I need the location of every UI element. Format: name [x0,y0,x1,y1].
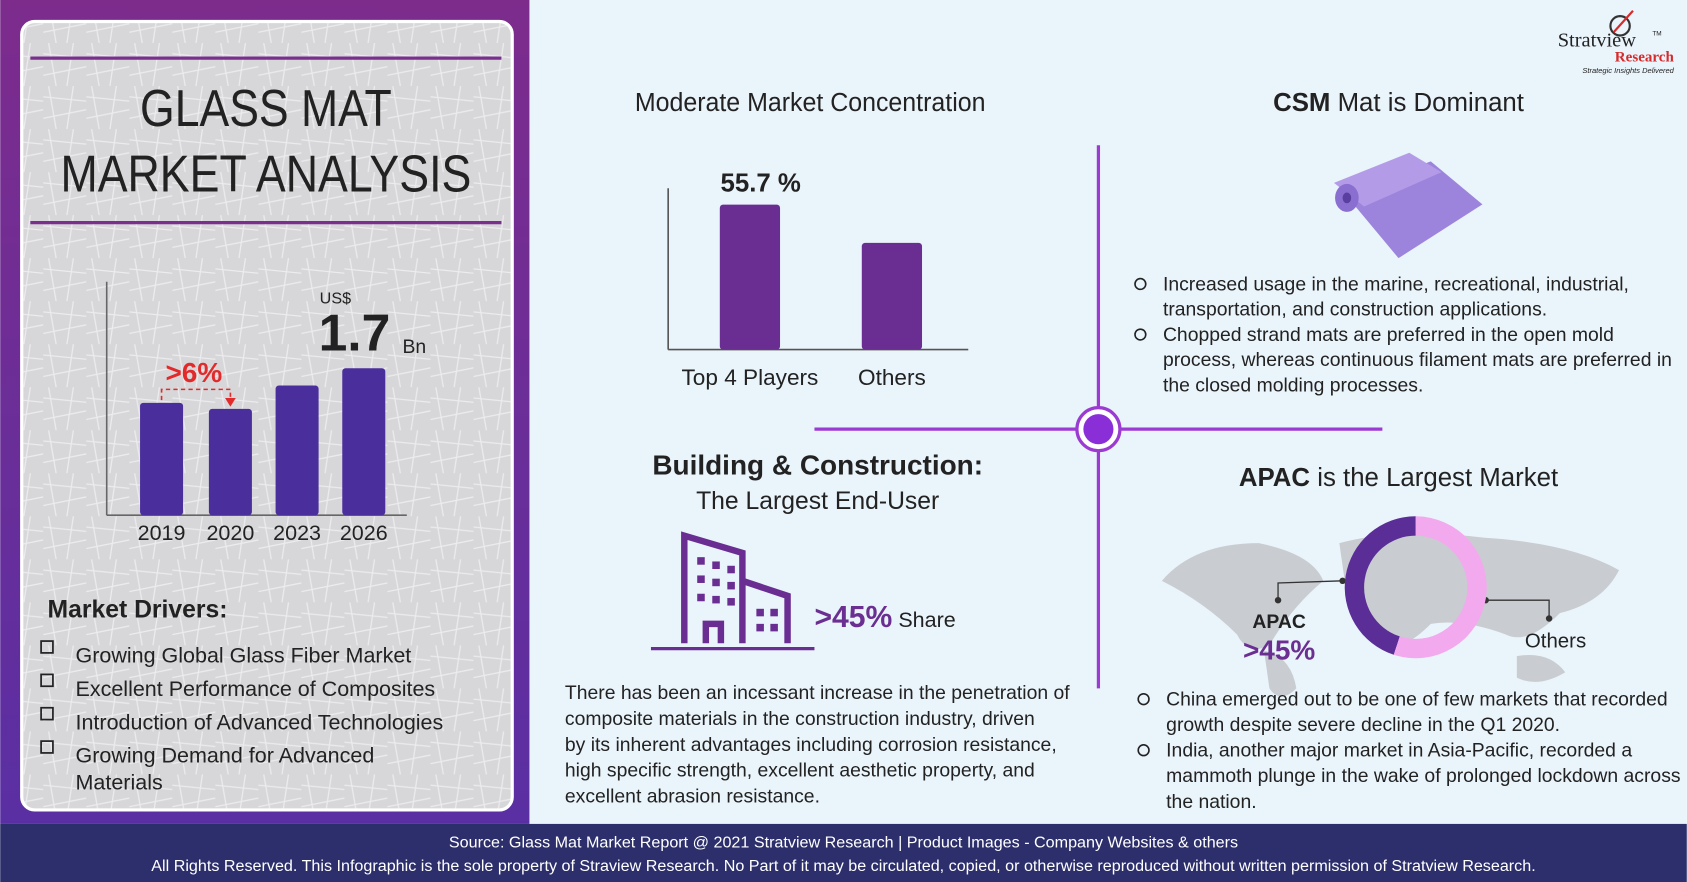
connector-dot [1274,596,1282,604]
connector-dot [1545,615,1553,622]
bullet-text: Chopped strand mats are preferred in the… [1163,324,1614,346]
mat-roll [1333,152,1483,259]
driver: Growing Demand for Advanced [76,744,375,768]
section-title: Building & Construction: [652,449,983,480]
category-label: 2019 [138,521,186,545]
paragraph: excellent abrasion resistance. [565,785,820,807]
growth-arrow [225,397,236,407]
bullet [40,673,54,688]
paragraph: by its inherent advantages including cor… [565,734,1057,756]
donut-segment [1344,516,1416,655]
bullet-text: growth despite severe decline in the Q1 … [1166,714,1560,736]
growth-arrow [160,388,232,401]
driver: Introduction of Advanced Technologies [76,710,444,734]
logo-name: Stratview [1558,29,1637,51]
bullet [1134,328,1147,341]
bullet [1134,277,1147,291]
logo-tagline: Strategic Insights Delivered [1582,66,1674,75]
bullet [1137,744,1150,757]
category-label: Others [858,365,926,390]
building-windows [697,557,778,632]
bar [861,242,923,350]
category-label: 2026 [340,521,388,545]
category-label: Others [1525,631,1586,653]
connector-dot [1339,577,1346,585]
connector [1277,580,1550,619]
bullet-text: the nation. [1166,791,1256,813]
bar [719,204,781,350]
bullet [40,740,54,754]
category-label: APAC [1252,611,1305,633]
title-bold: CSM [1273,89,1330,117]
driver: Materials [76,770,163,794]
logo-sub: Research [1615,49,1675,65]
share-value: >45% [814,601,892,634]
logo-tm: TM [1652,30,1661,37]
title-rest: is the Largest Market [1317,464,1558,492]
currency: US$ [320,289,351,307]
driver: Excellent Performance of Composites [76,677,436,701]
value-label: >45% [1243,634,1315,665]
growth-label: >6% [165,357,222,388]
section-title: CSM Mat is Dominant [1273,89,1524,117]
bullet-text: India, another major market in Asia-Paci… [1166,740,1632,762]
value-label: 1.7 [319,304,391,362]
bullet-text: China emerged out to be one of few marke… [1166,689,1667,711]
category-label: Top 4 Players [682,365,819,390]
unit: Bn [403,336,427,358]
logo-icon [1612,10,1634,33]
section-title: Moderate Market Concentration [635,89,986,117]
drivers-title: Market Drivers: [48,596,228,623]
paragraph: composite materials in the construction … [565,708,1035,730]
bullet-text: the closed molding processes. [1163,375,1423,397]
bullet-text: transportation, and construction applica… [1163,299,1547,321]
building-icon [650,531,815,651]
bar [140,402,184,516]
section-title: APAC is the Largest Market [1239,464,1558,492]
footer-bar [0,823,1687,882]
driver: Growing Global Glass Fiber Market [76,644,412,668]
share-label: Share [898,608,955,632]
footer-rights: All Rights Reserved. This Infographic is… [151,857,1535,875]
category-label: 2023 [273,521,321,545]
title-bold: APAC [1239,464,1310,492]
bar [208,408,252,516]
main-title: MARKET ANALYSIS [60,144,471,202]
category-label: 2020 [206,521,254,545]
bullet-text: Increased usage in the marine, recreatio… [1163,273,1629,295]
paragraph: high specific strength, excellent aesthe… [565,760,1035,782]
bullet [40,640,54,654]
main-title: GLASS MAT [140,79,392,137]
title-rest: Mat is Dominant [1338,89,1524,117]
bullet-text: process, whereas continuous filament mat… [1163,349,1672,371]
bullet [40,706,54,721]
paragraph: There has been an incessant increase in … [565,682,1070,704]
section-subtitle: The Largest End-User [696,488,939,515]
bar [275,385,319,516]
donut-segment [1393,516,1487,659]
value-label: 55.7 % [721,170,801,198]
bullet [1137,692,1150,706]
bullet-text: mammoth plunge in the wake of prolonged … [1166,765,1680,787]
left-card [20,19,514,812]
bar [342,368,386,516]
logo-icon [1609,15,1631,37]
footer-source: Source: Glass Mat Market Report @ 2021 S… [449,834,1238,852]
divider-hub [1083,414,1114,445]
